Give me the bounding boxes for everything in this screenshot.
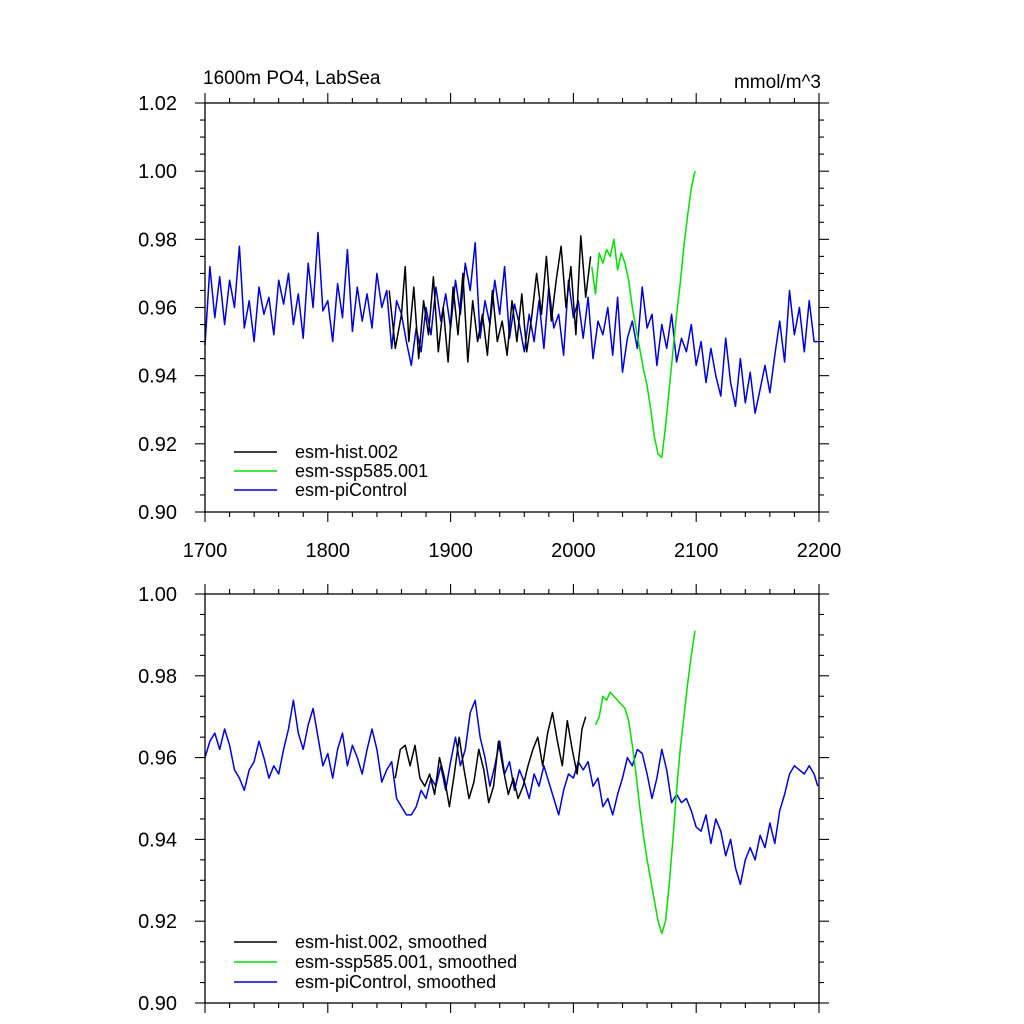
x-tick-label: 1900 — [428, 540, 473, 562]
bottom-panel-frame — [204, 593, 820, 1004]
y-tick-label: 0.98 — [138, 666, 177, 688]
top-panel: 1600m PO4, LabSea mmol/m^3 1700 1800 1900 2… — [138, 68, 841, 562]
legend-label-hist: esm-hist.002 — [295, 442, 398, 462]
legend-label-pic: esm-piControl — [295, 480, 407, 500]
y-tick-label: 0.94 — [138, 366, 177, 388]
legend-label-ssp: esm-ssp585.001 — [295, 461, 428, 481]
y-tick-label: 1.00 — [138, 584, 177, 606]
series-line-pic — [204, 231, 819, 414]
x-tick-label: 1800 — [306, 540, 351, 562]
legend-label-hist-smoothed: esm-hist.002, smoothed — [295, 932, 487, 952]
y-tick-label: 1.02 — [138, 93, 177, 115]
bottom-panel: 0.90 0.92 0.94 0.96 0.98 1.00 esm-hist.002, s… — [138, 584, 829, 1015]
y-tick-label: 0.96 — [138, 748, 177, 770]
bottom-panel-series — [204, 630, 819, 935]
top-panel-frame — [204, 102, 820, 513]
series-line-hist — [388, 235, 592, 363]
series-line-ssp — [594, 630, 696, 935]
y-tick-label: 0.92 — [138, 434, 177, 456]
top-panel-series — [204, 171, 819, 459]
y-tick-label: 1.00 — [138, 161, 177, 183]
series-line-hist — [394, 711, 587, 808]
top-panel-axes: 1700 1800 1900 2000 2100 2200 0.90 0.92 0.94 0.96… — [138, 93, 841, 562]
bottom-panel-legend: esm-hist.002, smoothed esm-ssp585.001, s… — [234, 932, 517, 992]
top-panel-legend: esm-hist.002 esm-ssp585.001 esm-piContro… — [234, 442, 428, 500]
legend-label-ssp-smoothed: esm-ssp585.001, smoothed — [295, 952, 517, 972]
y-tick-label: 0.96 — [138, 298, 177, 320]
x-tick-label: 1700 — [183, 540, 228, 562]
bottom-panel-axes: 0.90 0.92 0.94 0.96 0.98 1.00 — [138, 584, 829, 1015]
y-tick-label: 0.90 — [138, 502, 177, 524]
y-tick-label: 0.90 — [138, 993, 177, 1015]
y-tick-label: 0.92 — [138, 911, 177, 933]
series-line-ssp — [591, 171, 696, 459]
series-line-pic — [204, 699, 819, 886]
x-tick-label: 2100 — [674, 540, 719, 562]
x-tick-label: 2000 — [551, 540, 596, 562]
top-panel-title: 1600m PO4, LabSea — [203, 68, 381, 89]
top-panel-units: mmol/m^3 — [734, 72, 821, 93]
y-tick-label: 0.98 — [138, 229, 177, 251]
legend-label-pic-smoothed: esm-piControl, smoothed — [295, 972, 496, 992]
y-tick-label: 0.94 — [138, 829, 177, 851]
x-tick-label: 2200 — [797, 540, 842, 562]
